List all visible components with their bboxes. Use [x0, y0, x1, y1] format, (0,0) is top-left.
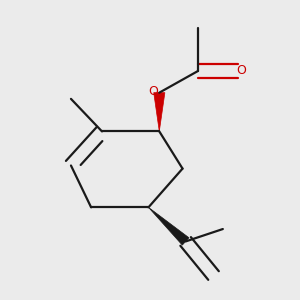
- Text: O: O: [148, 85, 158, 98]
- Text: O: O: [236, 64, 246, 77]
- Polygon shape: [154, 93, 165, 131]
- Polygon shape: [148, 207, 189, 245]
